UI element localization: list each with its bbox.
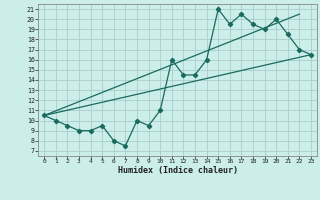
X-axis label: Humidex (Indice chaleur): Humidex (Indice chaleur) [118,166,238,175]
